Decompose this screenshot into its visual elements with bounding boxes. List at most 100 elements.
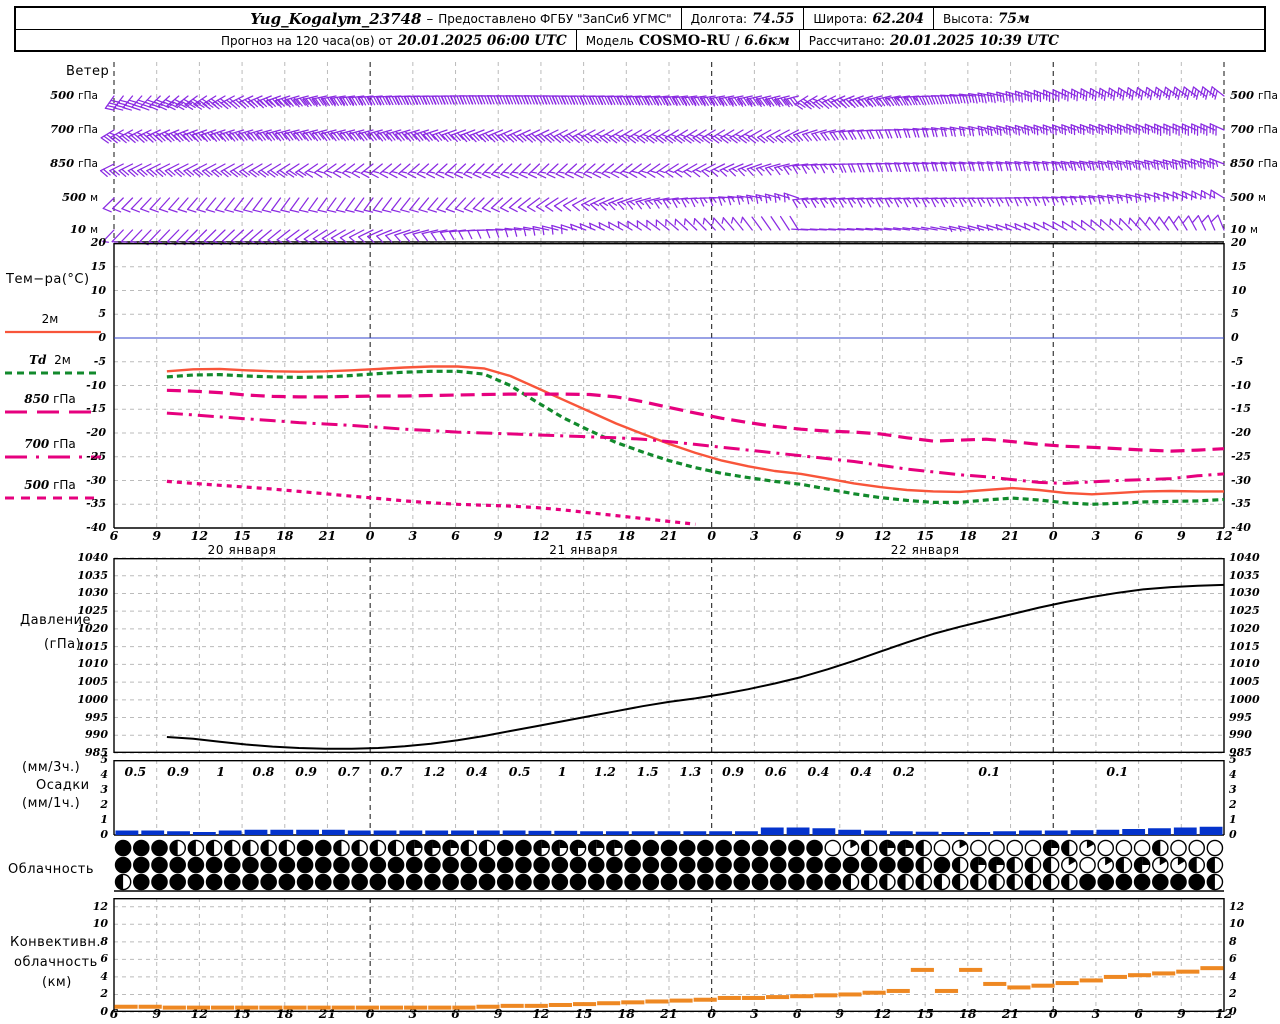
cloud-symbol-r2-22 <box>515 873 532 891</box>
temp-ytick--25: -25 <box>1231 449 1251 463</box>
precip-3h-value-8: 0.4 <box>466 764 488 779</box>
cloud-symbol-r0-28 <box>624 839 641 857</box>
cloud-symbol-r2-33 <box>715 873 732 891</box>
cloud-symbol-r1-30 <box>660 856 678 874</box>
time-tick-bottom-5: 21 <box>318 1006 337 1021</box>
altitude-cell: Высота: 75м <box>934 11 1039 27</box>
station-cell: Yug_Kogalym_23748 – Предоставлено ФГБУ "… <box>241 10 680 28</box>
temp-ytick--10: -10 <box>1231 378 1251 392</box>
cloud-symbol-r0-14 <box>369 839 387 857</box>
longitude-label: Долгота: <box>690 11 748 26</box>
cloud-symbol-r1-32 <box>697 856 714 874</box>
cloud-symbol-r1-51 <box>1042 856 1060 874</box>
time-tick-16: 6 <box>792 528 802 543</box>
time-tick-bottom-24: 6 <box>1134 1006 1143 1021</box>
pressure-ytick-1015: 1015 <box>77 639 108 653</box>
longitude-value: 74.55 <box>752 10 795 27</box>
cloud-symbol-r1-13 <box>351 856 368 874</box>
calculated-time: 20.01.2025 10:39 UTC <box>889 32 1060 49</box>
cloud-symbol-r2-39 <box>824 873 842 891</box>
cloud-symbol-r1-38 <box>806 856 823 874</box>
wind-barbs-plot <box>99 62 1225 246</box>
precip-3h-value-4: 0.9 <box>295 764 317 779</box>
precip-ytick-1: 1 <box>100 813 108 826</box>
cloud-symbol-r1-39 <box>824 856 842 874</box>
cloud-symbol-r1-26 <box>587 856 605 874</box>
divider <box>575 30 577 51</box>
temp-legend-label-2: 850 гПа <box>24 392 76 406</box>
cloud-symbol-r1-21 <box>496 856 514 874</box>
cloud-symbol-r2-11 <box>314 873 332 891</box>
temp-ytick--20: -20 <box>86 426 106 439</box>
cloud-symbol-r2-26 <box>587 873 605 891</box>
pressure-ytick-1035: 1035 <box>77 568 108 582</box>
cloud-symbol-r1-4 <box>187 856 205 874</box>
cloud-symbol-r1-28 <box>624 856 641 874</box>
cloud-symbol-r2-12 <box>333 873 350 891</box>
precip-ytick-0: 0 <box>1229 828 1237 841</box>
time-tick-bottom-3: 15 <box>233 1006 251 1021</box>
cloud-symbol-r0-52 <box>1061 839 1078 857</box>
cloud-symbol-r0-44 <box>915 839 933 857</box>
cloud-symbol-r0-57 <box>1152 839 1169 857</box>
temp-ytick-0: 0 <box>1231 331 1239 344</box>
pressure-ytick-1000: 1000 <box>1229 692 1260 706</box>
cloud-symbol-r2-50 <box>1024 873 1042 891</box>
header-row-forecast: Прогноз на 120 часа(ов) от 20.01.2025 06… <box>16 30 1264 51</box>
cloud-symbol-r0-31 <box>678 839 696 857</box>
convective-ytick-10: 10 <box>1229 917 1245 931</box>
cloud-symbol-r1-56 <box>1133 856 1151 874</box>
cloud-symbol-r0-39 <box>824 839 842 857</box>
time-tick-bottom-18: 12 <box>873 1006 892 1021</box>
wind-level-500-м: 500 м <box>1230 190 1266 204</box>
cloud-symbol-r1-60 <box>1206 856 1224 874</box>
cloud-symbol-r1-16 <box>405 856 423 874</box>
time-tick-bottom-15: 3 <box>750 1006 759 1021</box>
cloud-symbol-r1-53 <box>1079 856 1096 874</box>
cloud-symbol-r0-22 <box>515 839 532 857</box>
time-tick-19: 15 <box>916 528 934 543</box>
model-slash: / <box>735 33 740 48</box>
cloud-symbol-r2-18 <box>442 873 459 891</box>
time-tick-bottom-10: 12 <box>532 1006 550 1021</box>
time-tick-17: 9 <box>835 528 845 543</box>
pressure-ytick-1040: 1040 <box>1229 551 1260 564</box>
cloud-symbol-r1-19 <box>460 856 478 874</box>
precip-3h-value-17: 0.4 <box>850 764 872 779</box>
time-tick-bottom-8: 6 <box>451 1006 460 1021</box>
pressure-ytick-990: 990 <box>1229 728 1252 742</box>
cloud-symbol-r1-31 <box>678 856 696 874</box>
cloud-symbol-r1-27 <box>606 856 623 874</box>
cloud-symbol-r2-47 <box>970 873 987 891</box>
cloud-symbol-r0-56 <box>1133 839 1151 857</box>
wind-title: Ветер <box>66 64 110 79</box>
cloud-symbol-r1-23 <box>533 856 550 874</box>
wind-level-10-м: 10 м <box>1230 222 1258 236</box>
precip-ytick-0: 0 <box>100 828 108 841</box>
cloud-symbol-r1-20 <box>478 856 496 874</box>
time-tick-bottom-9: 9 <box>493 1006 503 1021</box>
temp-ytick-15: 15 <box>1231 259 1247 273</box>
time-tick-bottom-14: 0 <box>707 1006 717 1021</box>
cloud-symbol-r2-43 <box>897 873 914 891</box>
cloud-symbol-r0-16 <box>405 839 423 857</box>
temp-ytick--35: -35 <box>1231 497 1251 511</box>
time-tick-bottom-26: 12 <box>1215 1006 1233 1021</box>
temp-ytick--15: -15 <box>86 402 106 416</box>
cloud-symbol-r0-40 <box>842 839 860 857</box>
cloud-symbol-r0-25 <box>569 839 587 857</box>
temp-legend-label-4: 500 гПа <box>24 478 76 492</box>
cloud-symbol-r0-1 <box>132 839 150 857</box>
convective-ytick-2: 2 <box>1229 987 1237 1001</box>
precip-3h-value-5: 0.7 <box>337 764 360 779</box>
cloud-symbol-r0-33 <box>715 839 732 857</box>
convective-ytick-2: 2 <box>100 987 108 1001</box>
precip-3h-value-14: 0.9 <box>722 764 744 779</box>
divider <box>798 30 800 51</box>
temp-ytick--5: -5 <box>1231 354 1244 368</box>
temp-ytick--35: -35 <box>86 497 106 511</box>
cloud-symbol-r2-15 <box>387 873 405 891</box>
latitude-cell: Широта: 62.204 <box>804 11 933 27</box>
station-name: Yug_Kogalym_23748 <box>250 9 422 28</box>
provider-text: Предоставлено ФГБУ "ЗапСиб УГМС" <box>438 11 672 26</box>
